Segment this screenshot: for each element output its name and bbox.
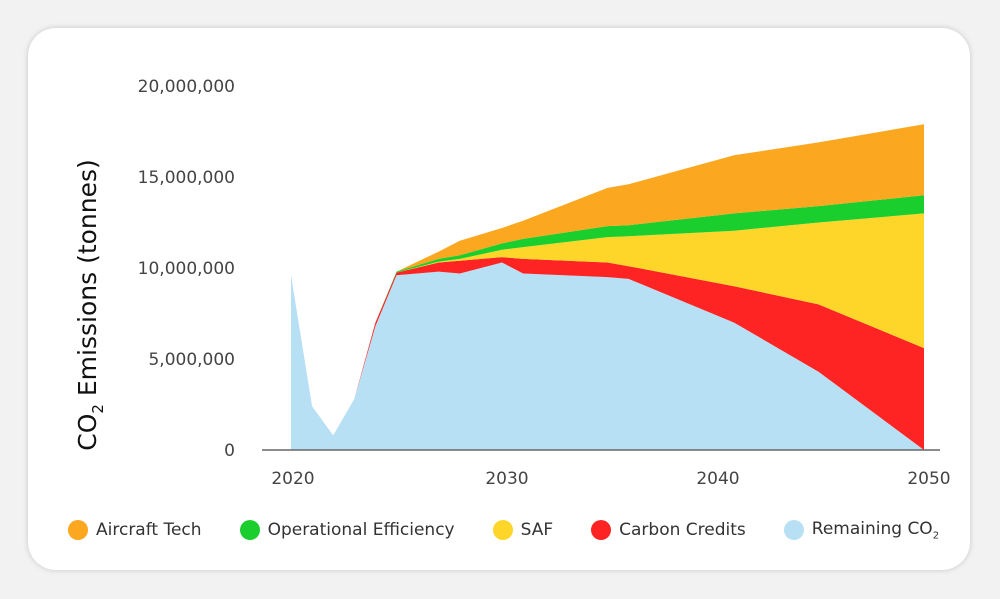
legend-item-aircraft-tech[interactable]: Aircraft Tech	[68, 519, 202, 541]
legend-swatch	[492, 520, 513, 541]
legend-label: Aircraft Tech	[96, 520, 202, 541]
legend-label: Operational Efficiency	[267, 520, 455, 541]
x-tick-labels: 2020 2030 2040 2050	[271, 469, 950, 489]
legend-swatch	[68, 520, 88, 541]
legend-item-carbon-credits[interactable]: Carbon Credits	[591, 519, 746, 541]
legend: Aircraft Tech Operational Efficiency SAF…	[68, 519, 977, 541]
legend-item-remaining-co2[interactable]: Remaining CO2	[783, 519, 940, 542]
y-tick-labels: 0 5,000,000 10,000,000 15,000,000 20,000,000	[138, 77, 235, 461]
y-tick-label: 5,000,000	[148, 350, 235, 370]
area-remaining-co2	[291, 262, 924, 450]
area-aircraft-tech	[291, 124, 924, 436]
x-tick-label: 2020	[271, 469, 314, 489]
y-tick-label: 15,000,000	[138, 168, 235, 188]
legend-item-operational-efficiency[interactable]: Operational Efficiency	[239, 519, 455, 541]
legend-swatch	[239, 520, 260, 541]
series-areas	[291, 124, 924, 450]
area-saf	[291, 213, 924, 436]
legend-item-saf[interactable]: SAF	[492, 519, 554, 541]
x-tick-label: 2030	[485, 469, 528, 489]
y-axis-title: CO2 Emissions (tonnes)	[73, 159, 107, 451]
legend-swatch	[591, 520, 612, 541]
legend-label: Carbon Credits	[619, 520, 746, 541]
legend-label: Remaining CO2	[811, 519, 940, 542]
y-tick-label: 10,000,000	[138, 259, 235, 279]
x-tick-label: 2040	[696, 469, 739, 489]
legend-swatch	[783, 520, 804, 541]
legend-label: SAF	[520, 520, 554, 541]
area-carbon-credits	[291, 257, 924, 450]
x-tick-label: 2050	[907, 469, 950, 489]
y-tick-label: 0	[224, 441, 235, 461]
y-tick-label: 20,000,000	[138, 77, 235, 97]
